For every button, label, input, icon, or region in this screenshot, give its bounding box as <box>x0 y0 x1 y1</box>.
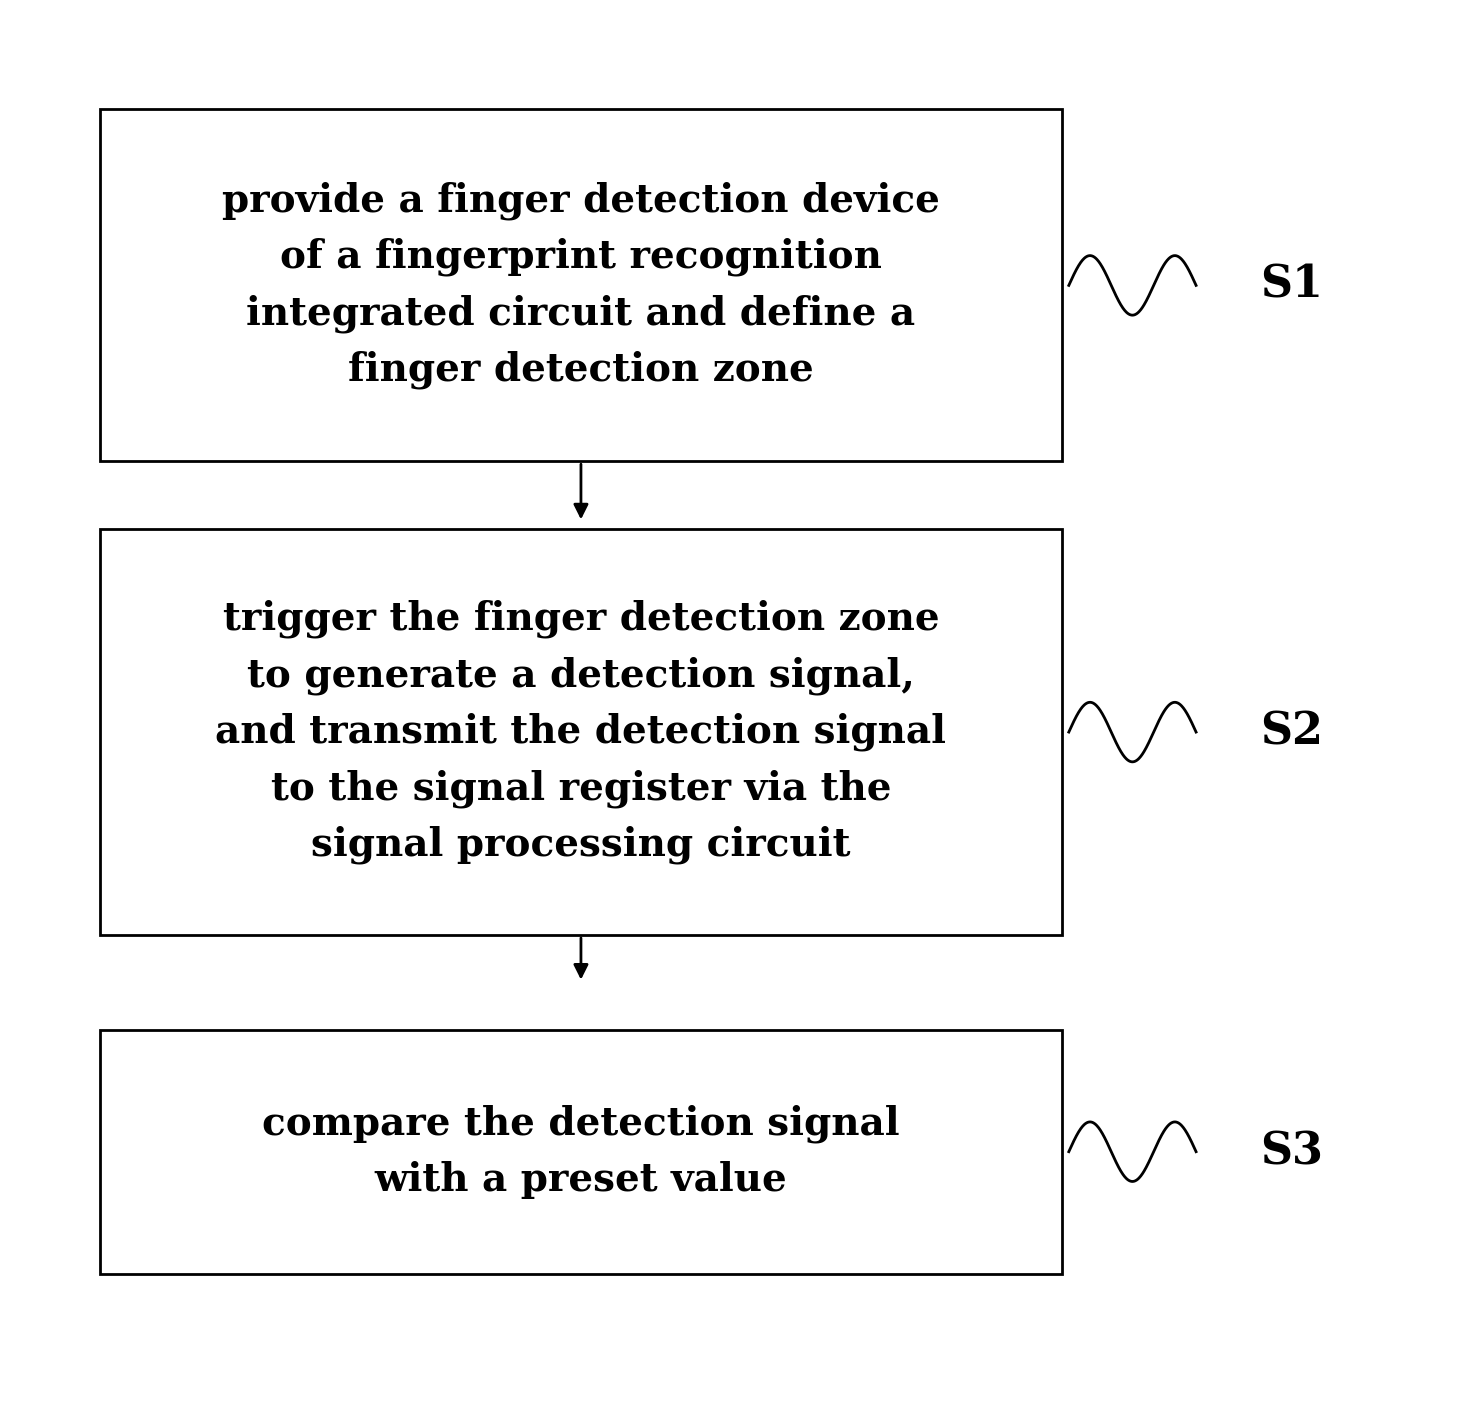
Text: S3: S3 <box>1259 1131 1323 1173</box>
Bar <box>100 1029 1062 1273</box>
Text: trigger the finger detection zone
to generate a detection signal,
and transmit t: trigger the finger detection zone to gen… <box>215 599 947 864</box>
Text: S1: S1 <box>1259 264 1323 307</box>
Bar <box>100 529 1062 935</box>
Text: compare the detection signal
with a preset value: compare the detection signal with a pres… <box>262 1104 900 1198</box>
Bar <box>100 110 1062 461</box>
Text: S2: S2 <box>1259 711 1323 753</box>
Text: provide a finger detection device
of a fingerprint recognition
integrated circui: provide a finger detection device of a f… <box>222 182 940 389</box>
